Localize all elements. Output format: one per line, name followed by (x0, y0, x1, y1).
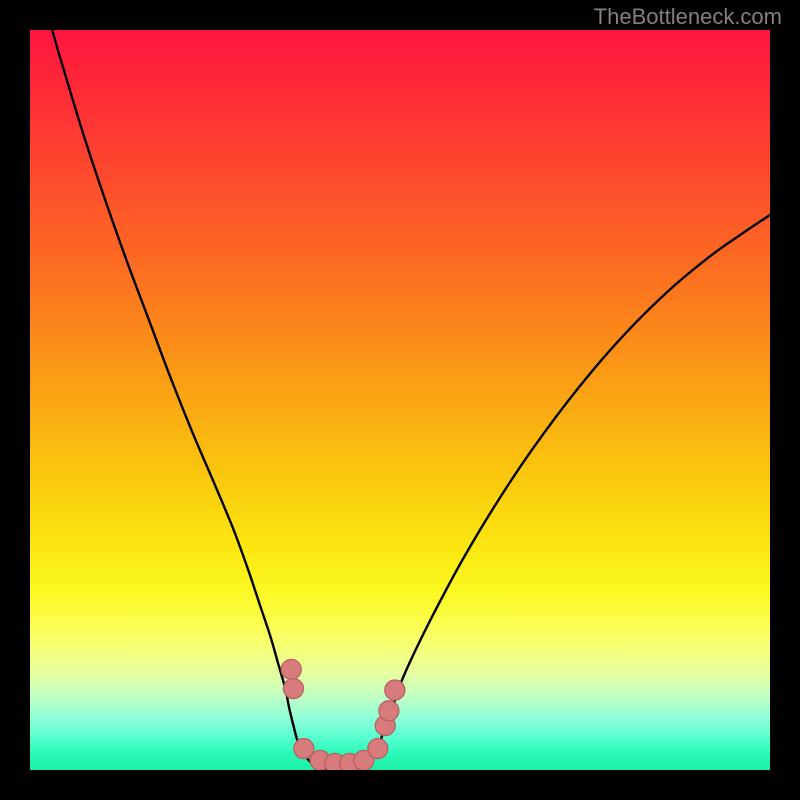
chart-svg (30, 30, 770, 770)
data-point (385, 680, 405, 700)
gradient-background (30, 30, 770, 770)
bottleneck-chart (30, 30, 770, 770)
data-point (281, 659, 301, 679)
data-point (283, 679, 303, 699)
watermark-text: TheBottleneck.com (594, 4, 782, 30)
data-point (379, 701, 399, 721)
data-point (368, 739, 388, 759)
